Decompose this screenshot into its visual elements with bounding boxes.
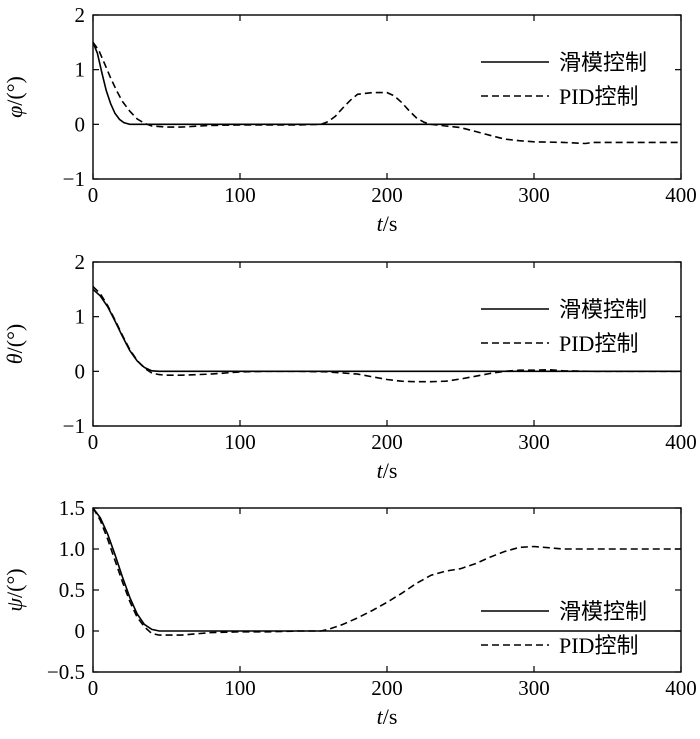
legend: 滑模控制 PID控制 bbox=[481, 297, 647, 356]
panel-psi: 0 100 200 300 400−0.500.51.01.5t/sψ/(°)滑模控制P… bbox=[2, 496, 697, 729]
x-axis-label: t/s bbox=[377, 458, 398, 483]
y-tick-label: −1 bbox=[63, 414, 85, 438]
y-tick-label: 0 bbox=[75, 112, 86, 136]
y-tick-label: 0.5 bbox=[59, 578, 85, 602]
x-tick-label: 200 bbox=[371, 676, 403, 700]
x-axis-label: t/s bbox=[377, 211, 398, 236]
y-tick-label: 1.5 bbox=[59, 496, 85, 520]
x-tick-label: 400 bbox=[665, 183, 697, 207]
y-tick-label: 1.0 bbox=[59, 537, 85, 561]
x-tick-label: 400 bbox=[665, 676, 697, 700]
x-tick-label: 100 bbox=[224, 430, 256, 454]
x-tick-label: 200 bbox=[371, 430, 403, 454]
y-axis-label: φ/(°) bbox=[2, 76, 27, 118]
legend-label: 滑模控制 bbox=[559, 297, 647, 322]
legend-label: PID控制 bbox=[559, 633, 638, 658]
series-line-pid bbox=[92, 41, 681, 145]
y-tick-label: −1 bbox=[63, 167, 85, 191]
series-line-pid bbox=[92, 507, 681, 636]
x-axis-label: t/s bbox=[377, 704, 398, 729]
x-tick-label: 0 bbox=[88, 183, 99, 207]
x-tick-label: 200 bbox=[371, 183, 403, 207]
y-axis-label: ψ/(°) bbox=[2, 568, 27, 611]
x-tick-label: 300 bbox=[518, 430, 550, 454]
x-tick-label: 300 bbox=[518, 183, 550, 207]
y-tick-label: 1 bbox=[75, 58, 86, 82]
series-line-pid bbox=[92, 286, 681, 383]
y-tick-label: −0.5 bbox=[47, 660, 85, 684]
x-tick-label: 400 bbox=[665, 430, 697, 454]
x-tick-label: 0 bbox=[88, 430, 99, 454]
y-tick-label: 2 bbox=[75, 250, 86, 274]
y-tick-label: 0 bbox=[75, 619, 86, 643]
legend: 滑模控制 PID控制 bbox=[481, 599, 647, 658]
y-axis-label: θ/(°) bbox=[2, 324, 27, 364]
x-tick-label: 300 bbox=[518, 676, 550, 700]
y-tick-label: 0 bbox=[75, 359, 86, 383]
x-tick-label: 0 bbox=[88, 676, 99, 700]
legend-label: PID控制 bbox=[559, 84, 638, 109]
legend-label: PID控制 bbox=[559, 331, 638, 356]
legend-label: 滑模控制 bbox=[559, 50, 647, 75]
y-tick-label: 2 bbox=[75, 3, 86, 27]
x-tick-label: 100 bbox=[224, 183, 256, 207]
x-tick-label: 100 bbox=[224, 676, 256, 700]
series-line-sliding-mode bbox=[92, 42, 681, 126]
legend-label: 滑模控制 bbox=[559, 599, 647, 624]
series-line-sliding-mode bbox=[92, 507, 681, 632]
y-tick-label: 1 bbox=[75, 305, 86, 329]
legend: 滑模控制 PID控制 bbox=[481, 50, 647, 109]
